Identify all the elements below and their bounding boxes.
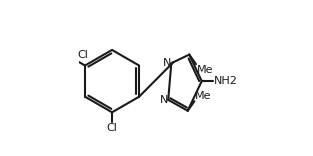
Text: N: N <box>163 58 172 68</box>
Text: NH2: NH2 <box>214 76 238 86</box>
Text: Me: Me <box>197 65 213 75</box>
Text: Me: Me <box>195 90 212 101</box>
Text: Cl: Cl <box>78 50 89 60</box>
Text: N: N <box>160 95 168 105</box>
Text: Cl: Cl <box>107 123 117 133</box>
